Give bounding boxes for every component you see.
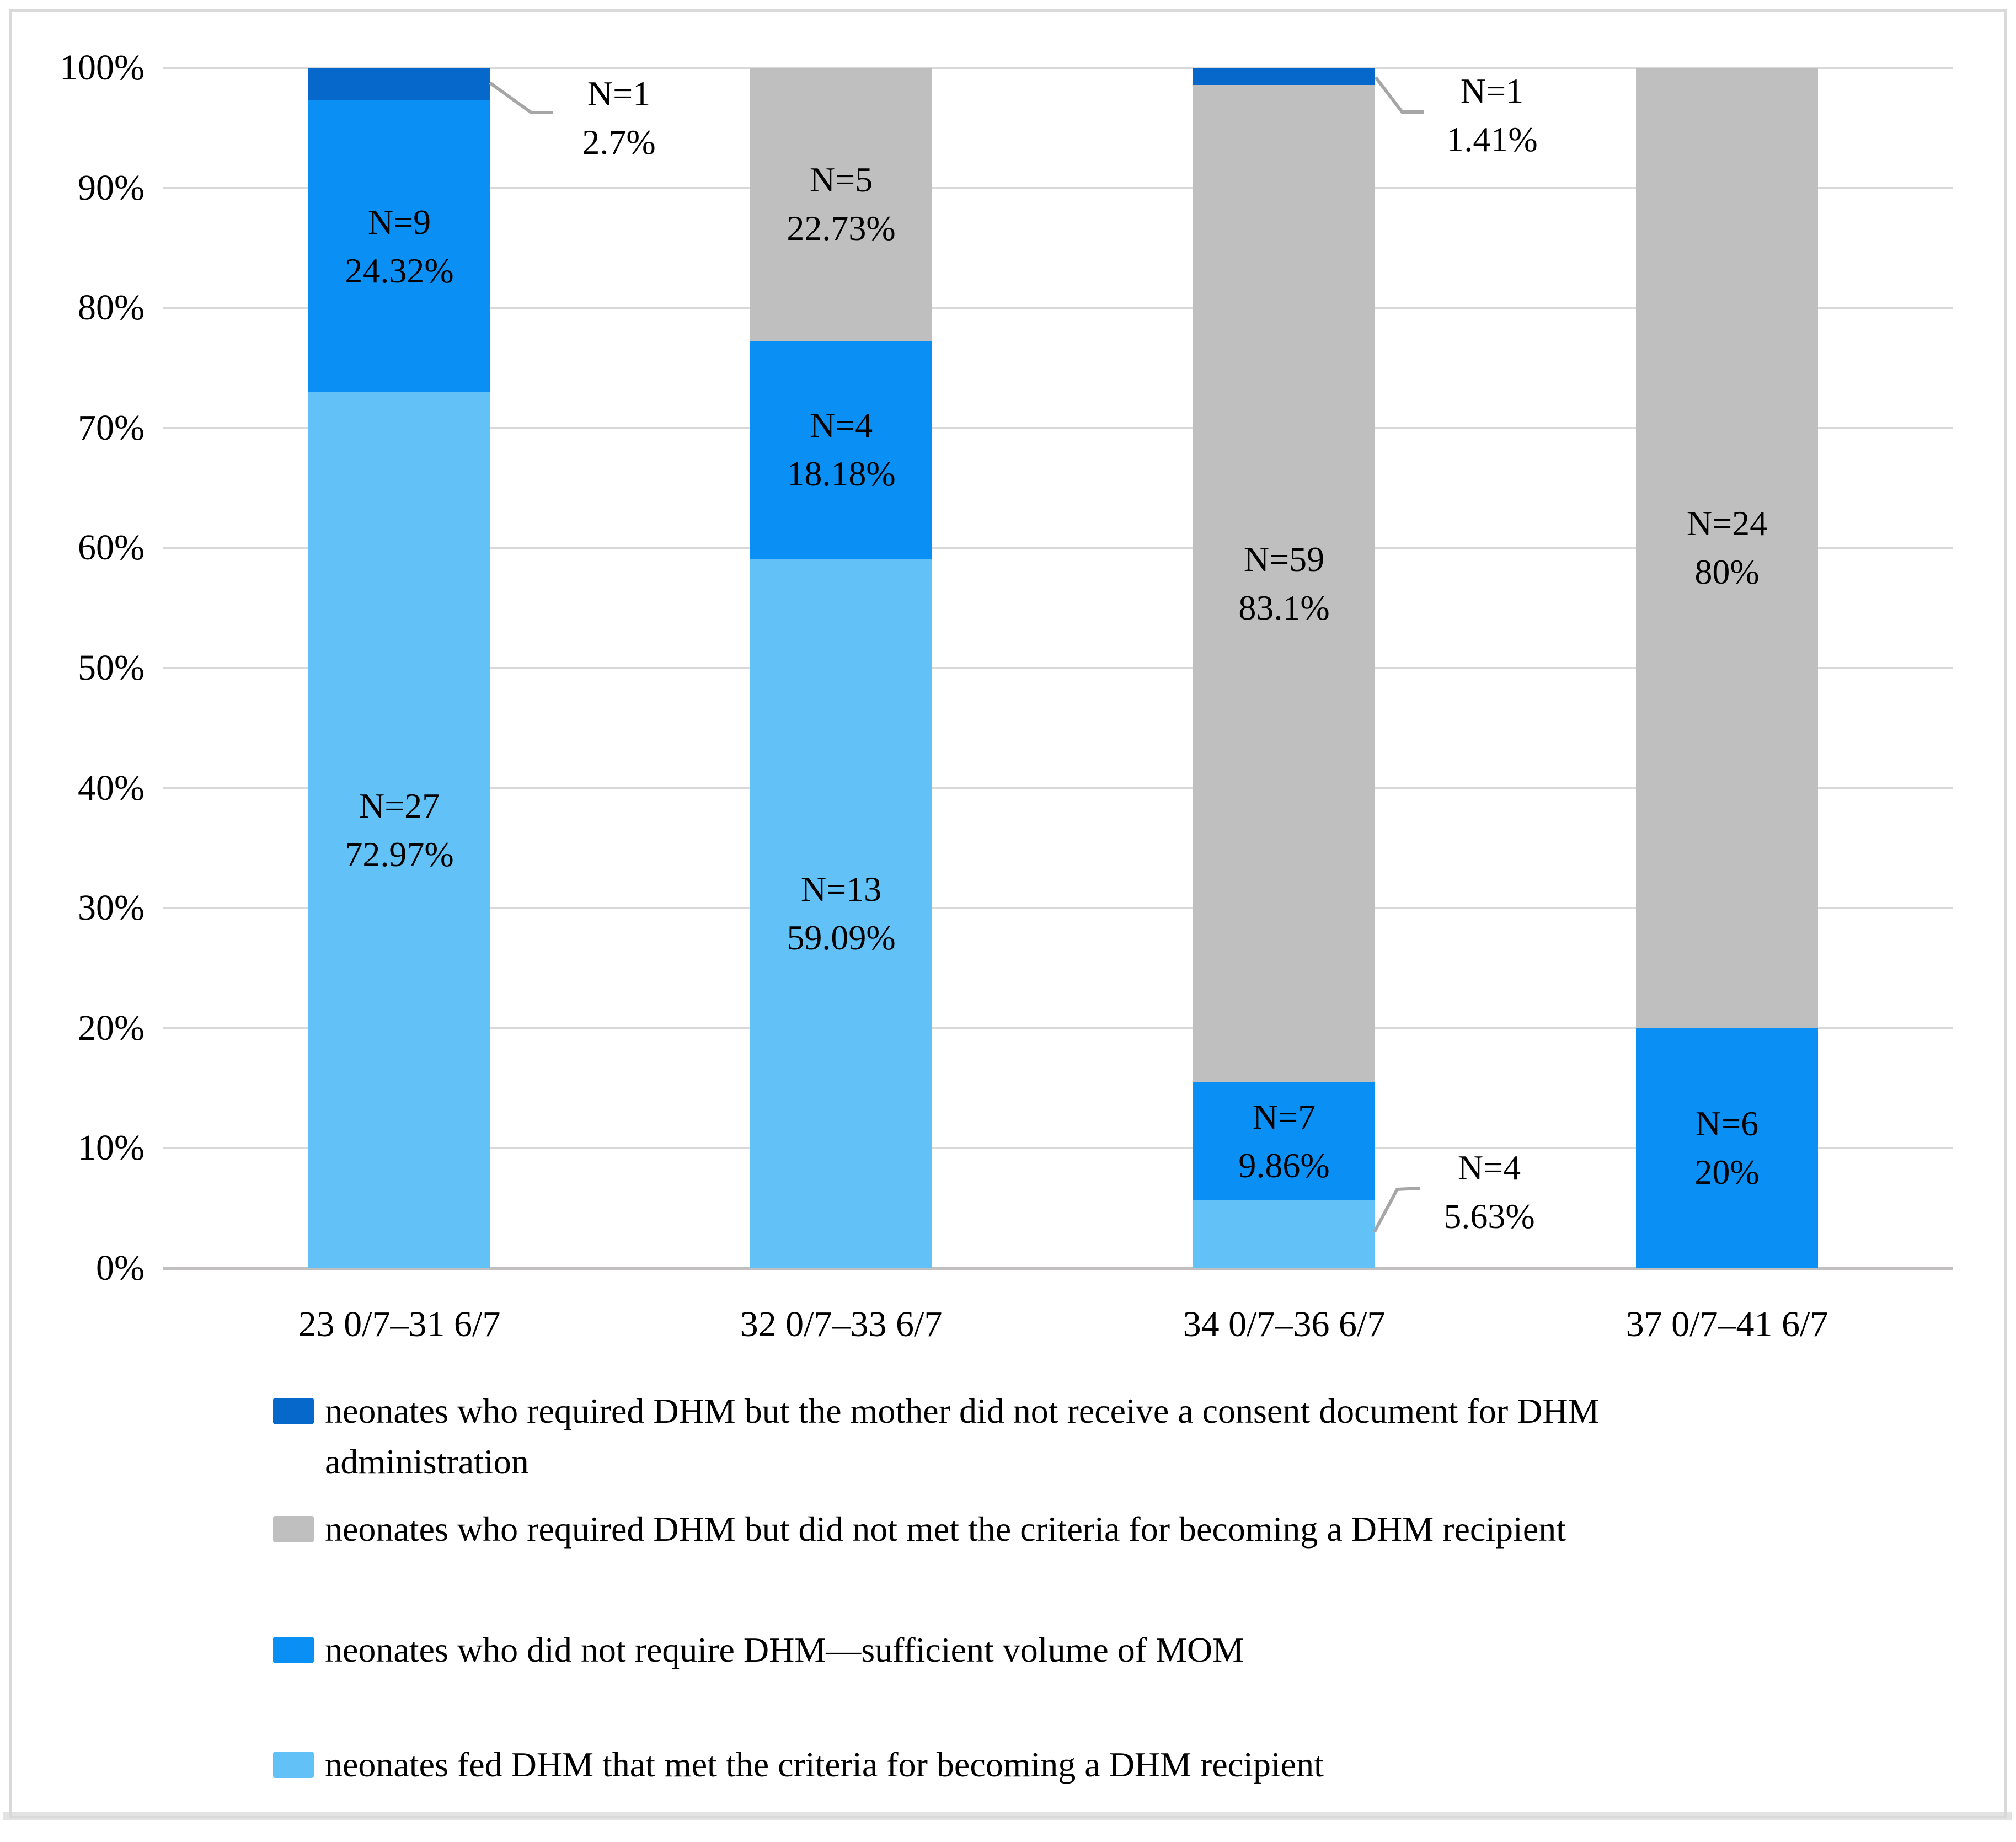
data-label-line: N=6	[1695, 1104, 1759, 1143]
data-label: N=4 18.18%	[787, 401, 895, 498]
callout-label: N=1 2.7%	[582, 70, 655, 167]
data-label: N=59 83.1%	[1238, 535, 1329, 632]
bar-segment-mom	[1193, 1082, 1375, 1201]
data-label-line: 20%	[1694, 1152, 1760, 1192]
bar-segment-mom	[750, 340, 932, 559]
bar-segment-criteria	[1193, 84, 1375, 1082]
data-label-line: N=4	[809, 405, 873, 445]
legend-swatch	[273, 1637, 314, 1663]
y-tick-label: 100%	[60, 47, 145, 88]
bar-segment-criteria	[750, 68, 932, 341]
callout-label-line: N=1	[1460, 71, 1524, 110]
data-label: N=24 80%	[1687, 499, 1767, 596]
y-tick-label: 90%	[78, 168, 145, 208]
y-tick-label: 80%	[78, 287, 145, 328]
data-label: N=9 24.32%	[345, 198, 453, 295]
callout-label-line: 5.63%	[1443, 1197, 1535, 1236]
bar-segment-fed	[1193, 1200, 1375, 1268]
gridline	[163, 907, 1953, 909]
callout-label: N=1 1.41%	[1446, 67, 1537, 164]
legend-swatch	[273, 1516, 314, 1542]
data-label-line: N=24	[1686, 504, 1768, 543]
y-tick-label: 0%	[96, 1248, 145, 1288]
legend-label: neonates fed DHM that met the criteria f…	[325, 1745, 1324, 1784]
legend-item: neonates who required DHM but the mother…	[273, 1386, 1759, 1487]
chart-frame	[9, 9, 2007, 1818]
gridline	[163, 67, 1953, 69]
x-axis-line	[163, 1267, 1953, 1270]
data-label-line: N=5	[809, 160, 873, 199]
callout-label-line: 1.41%	[1446, 120, 1538, 159]
callout-label-line: 2.7%	[582, 122, 656, 162]
callout-label-line: N=4	[1457, 1148, 1521, 1187]
data-label-line: N=13	[800, 869, 882, 909]
gridline	[163, 427, 1953, 429]
data-label: N=5 22.73%	[787, 156, 895, 253]
y-tick-label: 30%	[78, 888, 145, 928]
x-category-label: 32 0/7–33 6/7	[740, 1304, 943, 1344]
legend-item: neonates who required DHM but did not me…	[273, 1504, 1566, 1555]
callout-label-line: N=1	[587, 74, 651, 113]
bar-segment-consent	[1193, 68, 1375, 85]
y-tick-label: 60%	[78, 527, 145, 568]
gridline	[163, 787, 1953, 789]
callout-label: N=4 5.63%	[1443, 1144, 1534, 1241]
data-label: N=13 59.09%	[787, 865, 895, 962]
data-label-line: N=59	[1243, 540, 1325, 579]
data-label-line: 72.97%	[345, 835, 454, 874]
data-label: N=6 20%	[1694, 1099, 1759, 1197]
data-label-line: N=9	[367, 202, 431, 242]
x-category-label: 34 0/7–36 6/7	[1183, 1304, 1386, 1344]
legend-item: neonates who did not require DHM—suffici…	[273, 1625, 1244, 1675]
gridline	[163, 1027, 1953, 1029]
data-label-line: 18.18%	[787, 454, 896, 493]
bar-segment-fed	[308, 392, 490, 1268]
y-tick-label: 50%	[78, 648, 145, 688]
y-tick-label: 70%	[78, 408, 145, 448]
data-label-line: 59.09%	[787, 918, 896, 957]
data-label-line: 80%	[1694, 552, 1760, 591]
legend-label: neonates who required DHM but did not me…	[325, 1509, 1566, 1549]
x-category-label: 37 0/7–41 6/7	[1625, 1304, 1828, 1344]
y-tick-label: 40%	[78, 768, 145, 808]
legend-label: neonates who required DHM but the mother…	[325, 1391, 1600, 1481]
bar-segment-consent	[308, 68, 490, 100]
gridline	[163, 307, 1953, 309]
data-label: N=27 72.97%	[345, 782, 453, 879]
legend-swatch	[273, 1398, 314, 1424]
data-label-line: 22.73%	[787, 209, 896, 248]
gridline	[163, 667, 1953, 669]
legend-swatch	[273, 1752, 314, 1778]
bar-segment-mom	[1636, 1028, 1818, 1268]
y-tick-label: 20%	[78, 1008, 145, 1048]
data-label-line: N=27	[359, 786, 440, 825]
bar-segment-criteria	[1636, 68, 1818, 1028]
legend-label: neonates who did not require DHM—suffici…	[325, 1630, 1244, 1669]
legend-item: neonates fed DHM that met the criteria f…	[273, 1739, 1324, 1790]
bar-segment-fed	[750, 559, 932, 1268]
data-label-line: N=7	[1252, 1097, 1316, 1136]
bar-segment-mom	[308, 100, 490, 393]
data-label-line: 9.86%	[1238, 1146, 1330, 1185]
gridline	[163, 187, 1953, 189]
gridline	[163, 1147, 1953, 1149]
gridline	[163, 547, 1953, 549]
data-label-line: 83.1%	[1238, 588, 1330, 627]
x-category-label: 23 0/7–31 6/7	[298, 1304, 501, 1344]
y-tick-label: 10%	[78, 1128, 145, 1168]
data-label: N=7 9.86%	[1238, 1093, 1329, 1190]
data-label-line: 24.32%	[345, 251, 454, 290]
